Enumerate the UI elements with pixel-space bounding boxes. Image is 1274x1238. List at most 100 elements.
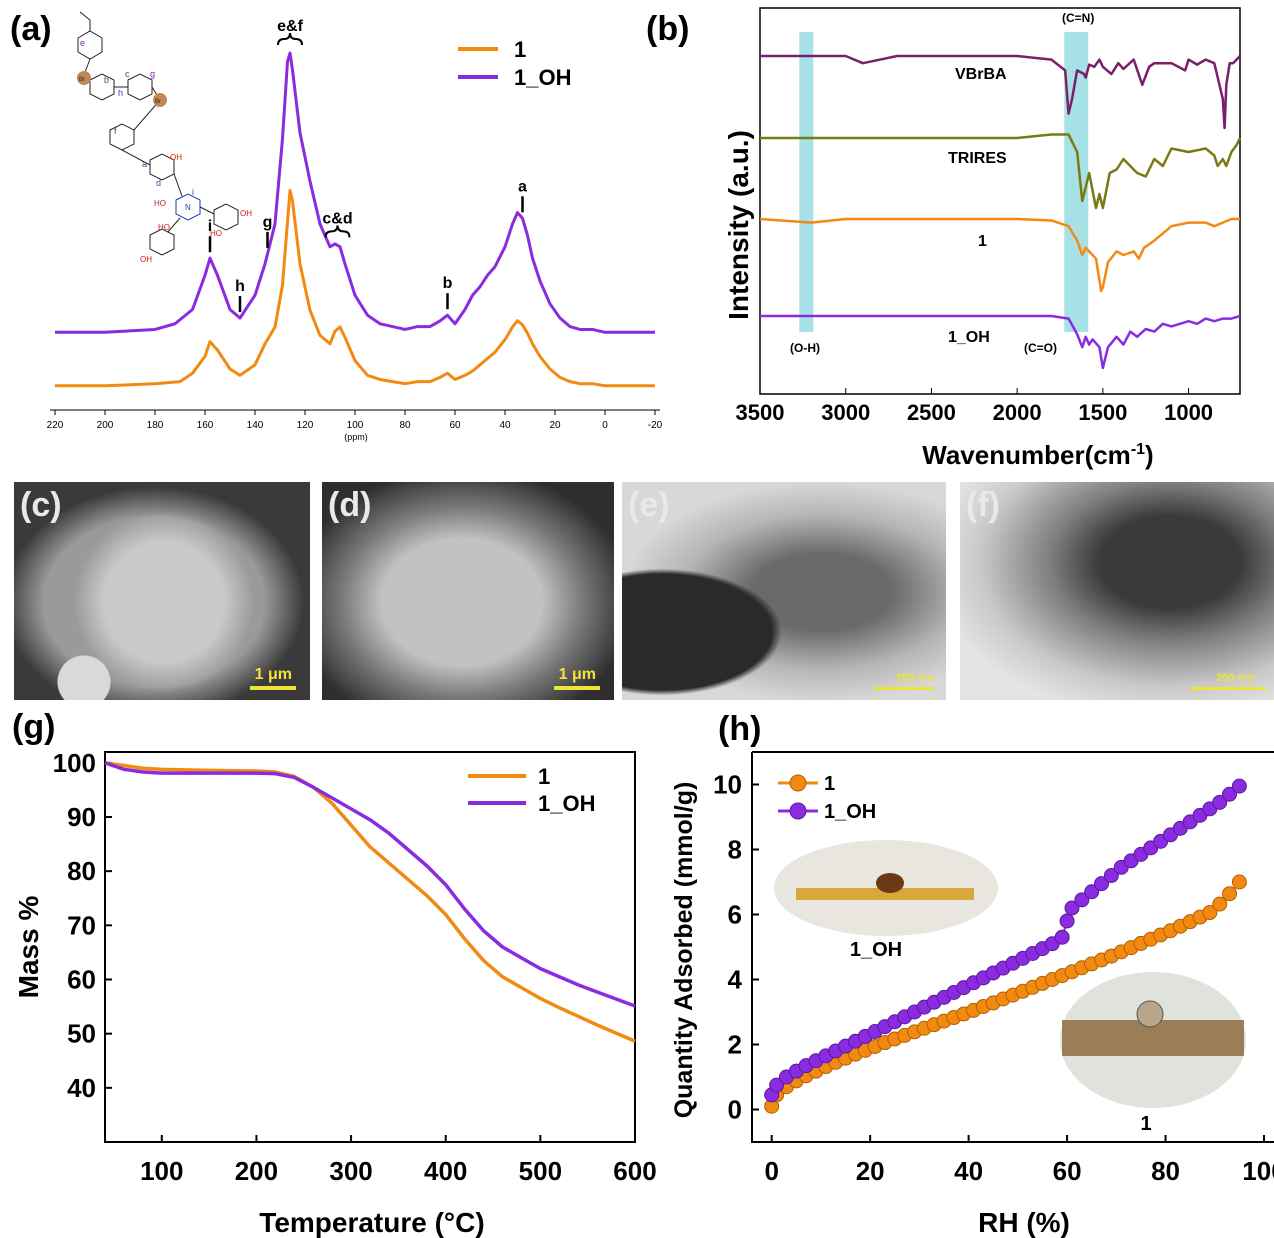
structure-ho-2: HO — [158, 223, 170, 232]
ftir-highlight-bands — [799, 32, 1089, 332]
nmr-peak-label: e&f — [277, 18, 303, 35]
tga-y-tick-label: 100 — [53, 748, 96, 778]
structure-site-h: h — [118, 88, 123, 98]
ftir-series — [759, 54, 1242, 370]
panel-label-a: (a) — [10, 10, 52, 48]
inset-drop-1 — [1136, 1000, 1164, 1028]
sorption-x-tick-label: 100 — [1242, 1156, 1274, 1186]
inset-label-1-oh: 1_OH — [850, 939, 902, 961]
sorption-x-label: RH (%) — [978, 1207, 1070, 1238]
tga-y-tick-label: 40 — [67, 1073, 96, 1103]
tga-x-tick-label: 100 — [140, 1156, 183, 1186]
sem-image-c: (c) 1 μm — [14, 482, 310, 700]
panel-label-g: (g) — [12, 708, 55, 746]
ftir-x-tick-label: 3500 — [736, 400, 785, 425]
sorption-frame — [751, 752, 1274, 1143]
bromide-ion-1 — [77, 71, 91, 85]
scale-label-d: 1 μm — [558, 666, 596, 683]
panel-label-b: (b) — [646, 10, 689, 48]
nmr-peak-brace — [277, 32, 303, 46]
tga-y-tick-label: 70 — [67, 910, 96, 940]
sorption-series — [764, 778, 1247, 1114]
ftir-label-1: 1 — [978, 233, 987, 250]
ftir-frame — [759, 7, 1241, 395]
ftir-x-label: Wavenumber(cm-1) — [922, 440, 1153, 470]
bromide-ion-2 — [153, 93, 167, 107]
sorption-data-point — [1094, 876, 1110, 892]
sorption-data-point — [1231, 778, 1247, 794]
panel-label-e: (e) — [628, 486, 670, 524]
tga-series-line — [104, 761, 636, 1043]
nmr-peak-label: h — [235, 278, 245, 295]
sorption-data-point — [1212, 896, 1228, 912]
structure-site-d: d — [156, 178, 161, 188]
ftir-panel: 3500 3000 2500 2000 1500 1000 Intensity (a.u.… — [723, 7, 1242, 470]
ftir-band-oh: (O-H) — [790, 341, 820, 355]
structure-site-g: g — [150, 69, 155, 79]
nmr-x-tick-label: 200 — [97, 420, 114, 431]
scale-label-c: 1 μm — [254, 666, 292, 683]
tga-legend-label-1: 1 — [538, 764, 550, 789]
sorption-y-tick-label: 2 — [728, 1030, 742, 1060]
ftir-x-tick-label: 3000 — [821, 400, 870, 425]
nmr-legend-label-1: 1 — [514, 37, 526, 62]
nmr-series — [55, 51, 655, 388]
tga-frame — [104, 751, 636, 1143]
chemical-structure — [77, 11, 239, 256]
sorption-y-tick-label: 0 — [728, 1095, 742, 1125]
ftir-series-line — [760, 54, 1241, 130]
structure-oh-3: OH — [140, 255, 152, 264]
scale-bar-d — [554, 686, 600, 690]
tga-y-tick-label: 50 — [67, 1019, 96, 1049]
ftir-series-line — [760, 133, 1242, 210]
tga-x-tick-label: 300 — [329, 1156, 372, 1186]
sorption-y-tick-label: 10 — [713, 770, 742, 800]
sorption-data-point — [1084, 884, 1100, 900]
sorption-ticks: 0 20 40 60 80 100 0 2 4 6 8 10 — [713, 770, 1274, 1187]
nmr-x-ticks: 220 200 180 160 140 120 100 80 60 40 20 0 -20 — [47, 410, 663, 431]
nmr-peak-label: g — [263, 214, 273, 231]
structure-br-1: Br — [79, 77, 85, 83]
nmr-x-tick-label: 140 — [247, 420, 264, 431]
sorption-panel: 0 20 40 60 80 100 0 2 4 6 8 10 1_OH 1 Quantity Adso… — [670, 751, 1274, 1238]
sorption-x-tick-label: 80 — [1151, 1156, 1180, 1186]
ftir-x-tick-label: 1000 — [1164, 400, 1213, 425]
structure-site-c: c — [125, 69, 130, 79]
sorption-x-tick-label: 20 — [856, 1156, 885, 1186]
sorption-legend-marker-1-oh — [789, 802, 807, 820]
tem-image-e: (e) 200 nm — [622, 482, 946, 700]
structure-oh-1: OH — [170, 153, 182, 162]
nmr-series-line — [55, 189, 655, 388]
structure-site-e: e — [80, 38, 85, 48]
nmr-peak-label: a — [518, 178, 527, 195]
sorption-data-point — [1202, 905, 1218, 921]
nmr-peak-label: c&d — [322, 210, 352, 227]
nmr-x-tick-label: 60 — [449, 420, 461, 431]
nmr-x-tick-label: 160 — [197, 420, 214, 431]
panel-label-d: (d) — [328, 486, 372, 524]
tga-x-tick-label: 600 — [613, 1156, 656, 1186]
tga-x-tick-label: 500 — [519, 1156, 562, 1186]
sorption-data-point — [1212, 794, 1228, 810]
sorption-x-tick-label: 0 — [764, 1156, 778, 1186]
nmr-x-tick-label: 180 — [147, 420, 164, 431]
panel-label-h: (h) — [718, 710, 761, 748]
tga-y-tick-label: 80 — [67, 856, 96, 886]
nmr-x-tick-label: 20 — [549, 420, 561, 431]
ftir-y-label: Intensity (a.u.) — [723, 130, 754, 320]
scale-bar-c — [250, 686, 296, 690]
ftir-highlight-band — [799, 32, 814, 332]
tga-x-tick-label: 200 — [235, 1156, 278, 1186]
scale-bar-f — [1190, 687, 1266, 690]
nmr-x-label: (ppm) — [344, 432, 368, 442]
nmr-series-line — [55, 51, 655, 334]
tga-series — [104, 761, 636, 1043]
ftir-series-line — [759, 217, 1240, 293]
ftir-series-line — [760, 314, 1241, 370]
structure-site-i: i — [192, 187, 194, 197]
sorption-data-point — [1222, 786, 1238, 802]
sorption-data-point — [1064, 900, 1080, 916]
sem-image-d: (d) 1 μm — [322, 482, 614, 700]
sorption-data-point — [1222, 886, 1238, 902]
